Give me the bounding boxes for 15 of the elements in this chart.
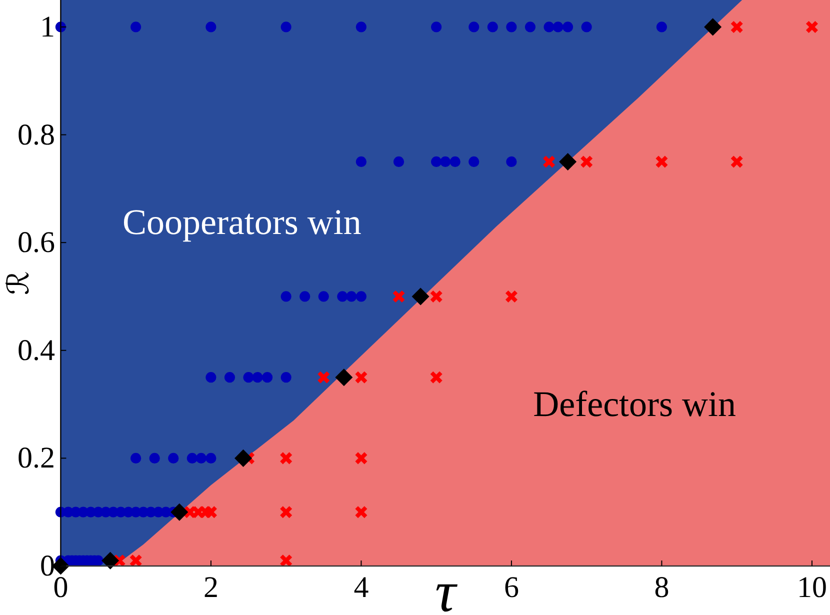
y-tick-label: 0.4 [18,334,55,367]
x-tick-label: 8 [654,571,670,604]
series-label: Defectors win [533,384,736,424]
x-tick-label: 6 [504,571,519,604]
x-tick-label: 2 [203,571,218,604]
y-tick-label: 0.2 [18,442,55,475]
y-tick-label: 1 [40,10,55,44]
x-axis-title: τ [434,559,458,615]
x-tick-label: 4 [354,571,369,604]
y-tick-label: 0.6 [18,226,55,260]
y-axis-title: ℛ [2,271,36,295]
y-tick-label: 0.8 [18,118,55,152]
band-label: Cooperators win [122,202,362,242]
x-tick-label: 10 [796,571,827,604]
y-tick-label: 0 [40,550,55,582]
